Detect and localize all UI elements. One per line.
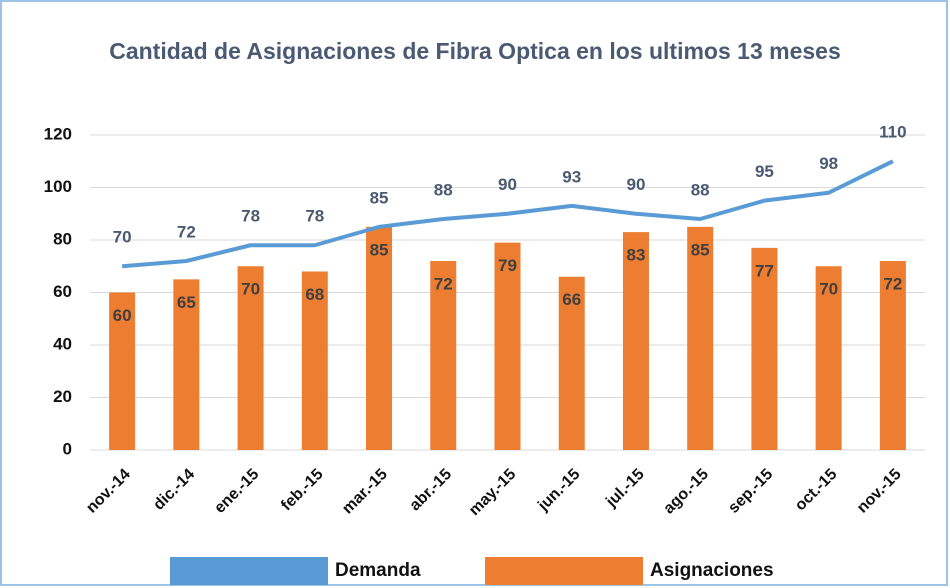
line-value-label: 70 [113,228,132,247]
chart-title: Cantidad de Asignaciones de Fibra Optica… [109,38,841,64]
bar-value-label: 60 [113,306,132,325]
x-tick-label: nov.-15 [854,466,905,517]
line-value-label: 78 [241,207,260,226]
line-value-label: 78 [305,207,324,226]
bar-value-label: 85 [370,240,389,259]
y-tick-label: 60 [53,282,72,301]
y-tick-label: 120 [44,124,72,143]
x-tick-label: sep.-15 [725,466,776,517]
bar [301,271,328,450]
bar [494,242,521,450]
legend-swatch [170,557,328,585]
x-tick-label: ene.-15 [211,466,262,517]
line-value-label: 88 [434,180,453,199]
line-value-label: 90 [627,175,646,194]
line-value-label: 90 [498,175,517,194]
x-tick-label: may.-15 [466,466,519,519]
line [121,159,894,269]
y-tick-label: 100 [44,177,72,196]
legend-label: Asignaciones [650,560,774,581]
x-tick-label: abr.-15 [407,466,456,515]
bar-value-label: 79 [498,256,517,275]
bar-value-label: 70 [819,280,838,299]
x-tick-label: feb.-15 [278,466,327,515]
x-tick-label: oct.-15 [792,466,841,515]
bar [815,266,842,450]
x-tick-label: jul.-15 [602,466,648,512]
line-value-label: 85 [370,188,389,207]
bar-value-label: 70 [241,280,260,299]
line-value-label: 95 [755,162,774,181]
bar-value-label: 77 [755,261,774,280]
bar [366,226,393,450]
line-value-label: 72 [177,222,196,241]
x-tick-label: jun.-15 [534,466,583,515]
bar [173,279,200,450]
x-tick-label: nov.-14 [83,466,134,517]
line-value-label: 93 [562,167,581,186]
bar [558,276,585,450]
bar [622,232,649,450]
bar [430,261,457,450]
bar-value-label: 85 [691,240,710,259]
bar [237,266,264,450]
line-value-label: 110 [879,123,906,142]
bar-value-label: 66 [562,290,581,309]
x-tick-label: dic.-14 [150,466,198,514]
bar [879,261,906,450]
bar-value-label: 72 [434,274,453,293]
bar [109,292,136,450]
y-tick-label: 0 [63,439,72,458]
y-tick-label: 20 [53,387,72,406]
bar [751,247,778,450]
y-tick-label: 40 [53,334,72,353]
bar-value-label: 72 [883,274,902,293]
x-tick-label: mar.-15 [339,466,391,518]
bar [687,226,714,450]
x-tick-label: ago.-15 [660,466,712,518]
line-value-label: 88 [691,180,710,199]
bar-value-label: 83 [627,246,646,265]
bar-value-label: 65 [177,293,196,312]
bar-value-label: 68 [305,285,324,304]
legend-label: Demanda [335,560,421,581]
y-tick-label: 80 [53,229,72,248]
line-value-label: 98 [819,154,838,173]
legend-swatch [485,557,643,585]
